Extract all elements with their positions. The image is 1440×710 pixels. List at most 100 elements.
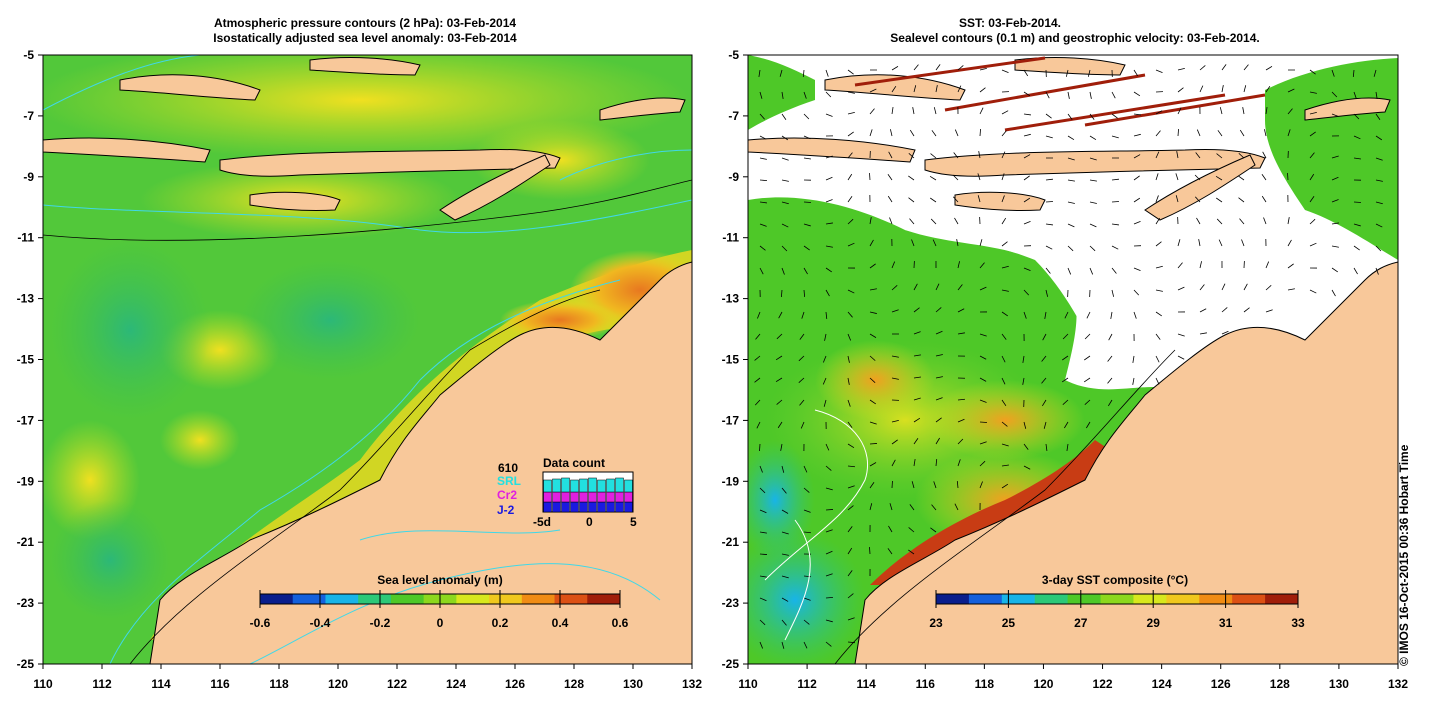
velocity-arrow bbox=[803, 245, 810, 251]
x-tick-label: 118 bbox=[975, 677, 995, 691]
velocity-arrow bbox=[1023, 443, 1029, 450]
x-tick-label: 118 bbox=[269, 677, 289, 691]
velocity-arrow bbox=[1001, 355, 1006, 363]
velocity-arrow bbox=[1221, 307, 1228, 313]
velocity-arrow bbox=[1023, 311, 1027, 319]
velocity-arrow bbox=[1287, 239, 1292, 247]
velocity-arrow bbox=[1238, 153, 1245, 159]
velocity-arrow bbox=[1218, 239, 1223, 247]
velocity-arrow bbox=[869, 239, 874, 247]
velocity-arrow bbox=[847, 570, 853, 577]
velocity-arrow bbox=[759, 597, 767, 602]
velocity-arrow bbox=[1196, 129, 1201, 137]
velocity-arrow bbox=[1309, 131, 1316, 137]
velocity-arrow bbox=[1089, 91, 1092, 99]
velocity-arrow bbox=[1261, 195, 1267, 203]
velocity-arrow bbox=[930, 197, 937, 203]
velocity-arrow bbox=[913, 283, 918, 291]
sst-colorbar-segment bbox=[936, 594, 970, 604]
velocity-arrow bbox=[780, 289, 783, 298]
count-tick-mid: 0 bbox=[586, 515, 593, 529]
velocity-arrow bbox=[803, 289, 806, 298]
sst-colorbar-segment bbox=[1100, 594, 1134, 604]
velocity-arrow bbox=[847, 505, 854, 511]
velocity-arrow bbox=[956, 239, 959, 247]
velocity-arrow bbox=[1243, 307, 1250, 313]
sst-coverage bbox=[748, 55, 815, 130]
left-title-line1: Atmospheric pressure contours (2 hPa): 0… bbox=[213, 16, 517, 30]
velocity-arrow bbox=[1045, 267, 1051, 274]
velocity-arrow bbox=[1084, 333, 1091, 340]
velocity-arrow bbox=[1265, 85, 1271, 93]
velocity-arrow bbox=[1287, 217, 1290, 225]
velocity-arrow bbox=[803, 531, 812, 534]
velocity-arrow bbox=[754, 399, 761, 406]
velocity-arrow bbox=[1239, 129, 1245, 137]
x-tick-label: 116 bbox=[916, 677, 936, 691]
velocity-arrow bbox=[1217, 130, 1223, 137]
sla-colorbar-segment bbox=[521, 594, 556, 604]
velocity-arrow bbox=[1375, 267, 1379, 275]
velocity-arrow bbox=[1001, 151, 1006, 159]
velocity-arrow bbox=[957, 261, 960, 269]
velocity-arrow bbox=[1043, 421, 1047, 429]
velocity-arrow bbox=[781, 509, 789, 514]
velocity-arrow bbox=[759, 223, 767, 227]
count-tick-left: -5d bbox=[533, 515, 551, 529]
island-north-2 bbox=[1014, 57, 1126, 76]
velocity-arrow bbox=[979, 262, 985, 269]
velocity-arrow bbox=[824, 333, 827, 341]
velocity-arrow bbox=[759, 113, 765, 120]
velocity-arrow bbox=[1108, 399, 1113, 407]
velocity-arrow bbox=[869, 108, 875, 115]
velocity-arrow bbox=[759, 509, 767, 514]
velocity-arrow bbox=[913, 85, 917, 93]
velocity-arrow bbox=[825, 443, 830, 451]
velocity-arrow bbox=[781, 267, 785, 275]
sst-colorbar-segment bbox=[1133, 594, 1167, 604]
velocity-arrow bbox=[891, 85, 897, 93]
velocity-arrow bbox=[1287, 108, 1293, 115]
velocity-arrow bbox=[754, 355, 761, 361]
satellite-srl-label: SRL bbox=[497, 474, 521, 488]
velocity-arrow bbox=[957, 332, 965, 335]
velocity-arrow bbox=[1001, 217, 1007, 225]
velocity-arrow bbox=[1083, 377, 1091, 383]
velocity-arrow bbox=[935, 283, 940, 291]
velocity-arrow bbox=[1243, 85, 1247, 93]
velocity-arrow bbox=[1155, 130, 1161, 137]
velocity-arrow bbox=[932, 239, 937, 247]
velocity-arrow bbox=[1044, 311, 1047, 319]
velocity-arrow bbox=[1045, 135, 1053, 139]
velocity-arrow bbox=[956, 480, 959, 489]
velocity-arrow bbox=[1133, 91, 1141, 97]
velocity-arrow bbox=[781, 465, 785, 473]
velocity-arrow bbox=[979, 399, 987, 403]
x-tick-label: 120 bbox=[1033, 677, 1053, 691]
velocity-arrow bbox=[1067, 201, 1075, 204]
sla-colorbar-segment bbox=[390, 594, 425, 604]
velocity-arrow bbox=[953, 152, 959, 159]
y-tick-label: -23 bbox=[722, 596, 740, 610]
velocity-arrow bbox=[1243, 283, 1248, 291]
velocity-arrow bbox=[1133, 267, 1141, 271]
velocity-arrow bbox=[1065, 69, 1069, 77]
data-count-bar-segment bbox=[552, 478, 561, 493]
right-title-line2: Sealevel contours (0.1 m) and geostrophi… bbox=[890, 31, 1260, 45]
velocity-arrow bbox=[1155, 355, 1160, 363]
velocity-arrow bbox=[1375, 201, 1383, 205]
velocity-arrow bbox=[1155, 69, 1163, 73]
y-tick-label: -7 bbox=[728, 109, 739, 123]
island-sumbawa-flores bbox=[219, 148, 561, 177]
velocity-arrow bbox=[801, 311, 805, 319]
velocity-arrow bbox=[847, 173, 853, 181]
velocity-arrow bbox=[847, 333, 852, 341]
velocity-arrow bbox=[825, 596, 834, 599]
velocity-arrow bbox=[869, 399, 877, 405]
velocity-arrow bbox=[759, 245, 766, 251]
y-tick-label: -17 bbox=[722, 413, 740, 427]
velocity-arrow bbox=[1023, 175, 1030, 181]
velocity-arrow bbox=[799, 399, 805, 406]
velocity-arrow bbox=[979, 67, 987, 71]
velocity-arrow bbox=[1084, 399, 1091, 405]
